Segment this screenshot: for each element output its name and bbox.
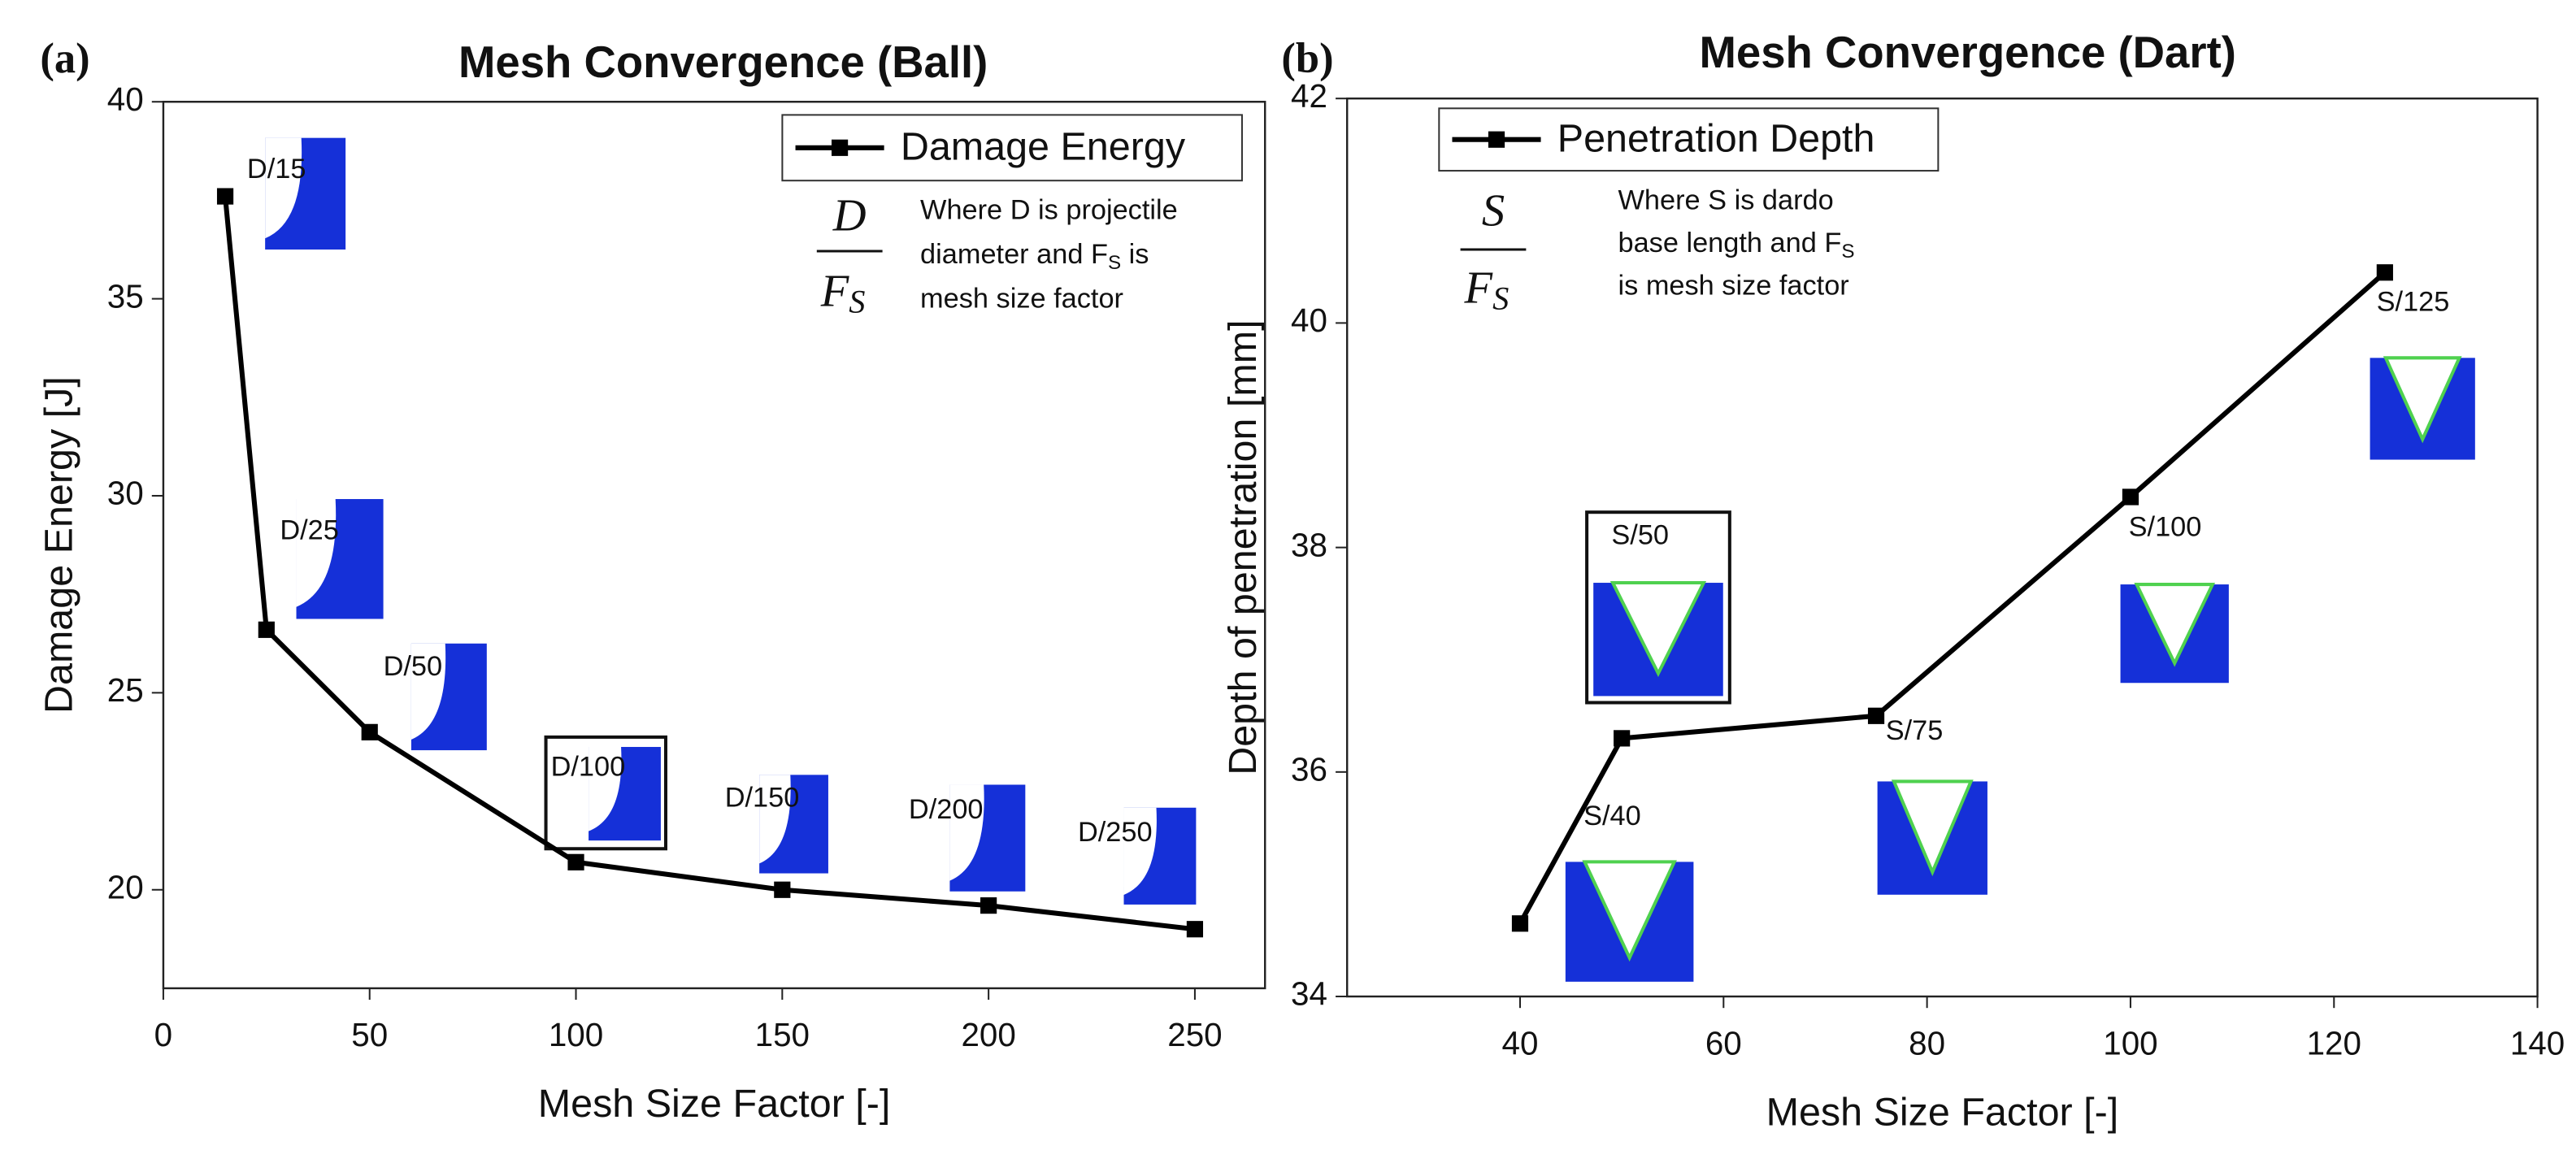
note-line: Where D is projectile bbox=[920, 195, 1178, 226]
legend-marker bbox=[831, 139, 849, 156]
y-tick-label: 40 bbox=[1291, 302, 1327, 339]
mesh-notch bbox=[2383, 356, 2462, 444]
point-annotation: D/50 bbox=[384, 651, 443, 682]
chart-title: Mesh Convergence (Ball) bbox=[458, 37, 988, 87]
legend-marker bbox=[1488, 131, 1505, 148]
y-tick-label: 42 bbox=[1291, 77, 1327, 115]
y-tick-label: 38 bbox=[1291, 526, 1327, 563]
mesh-notch bbox=[296, 499, 337, 607]
data-point bbox=[216, 188, 234, 205]
y-tick-label: 40 bbox=[107, 80, 144, 118]
x-tick-label: 100 bbox=[549, 1016, 603, 1053]
note-text: is mesh size factor bbox=[1618, 271, 1848, 302]
note-text: diameter and F bbox=[920, 239, 1108, 270]
point-annotation: S/40 bbox=[1583, 801, 1641, 831]
x-tick-label: 200 bbox=[961, 1016, 1015, 1053]
x-tick-label: 80 bbox=[1909, 1024, 1945, 1061]
x-tick-label: 150 bbox=[755, 1016, 810, 1053]
x-tick-label: 120 bbox=[2307, 1024, 2361, 1061]
y-tick-label: 35 bbox=[107, 277, 144, 315]
point-annotation: S/50 bbox=[1611, 520, 1669, 551]
x-tick-label: 0 bbox=[154, 1016, 172, 1053]
y-axis-label: Depth of penetration [mm] bbox=[1221, 319, 1265, 775]
note-text: is bbox=[1121, 239, 1149, 270]
data-point bbox=[980, 897, 997, 914]
mesh-notch bbox=[1609, 581, 1707, 678]
note-line: mesh size factor bbox=[920, 284, 1123, 315]
mesh-notch bbox=[2134, 583, 2216, 667]
point-annotation: S/75 bbox=[1886, 715, 1944, 746]
y-axis-label: Damage Energy [J] bbox=[37, 376, 80, 714]
formula-denominator: FS bbox=[820, 267, 866, 320]
panel-label: (a) bbox=[40, 35, 89, 82]
formula-subscript: S bbox=[849, 284, 865, 320]
data-point bbox=[774, 881, 791, 898]
point-annotation: D/200 bbox=[909, 794, 984, 825]
formula-subscript: S bbox=[1492, 280, 1509, 317]
data-point bbox=[1186, 921, 1204, 938]
note-text: Where D is projectile bbox=[920, 195, 1178, 226]
data-point bbox=[567, 853, 584, 870]
point-annotation: D/25 bbox=[280, 514, 339, 545]
mesh-notch bbox=[589, 747, 622, 831]
data-point bbox=[258, 621, 275, 638]
x-tick-label: 50 bbox=[351, 1016, 388, 1053]
x-tick-label: 60 bbox=[1705, 1024, 1742, 1061]
mesh-notch bbox=[411, 643, 446, 740]
formula-numerator: D bbox=[832, 191, 867, 241]
data-point bbox=[2122, 488, 2139, 506]
plot-frame bbox=[162, 101, 1266, 990]
chart-title: Mesh Convergence (Dart) bbox=[1700, 28, 2236, 77]
x-tick-label: 40 bbox=[1502, 1024, 1539, 1061]
point-annotation: D/15 bbox=[247, 154, 306, 184]
y-tick-label: 20 bbox=[107, 868, 144, 905]
y-tick-label: 25 bbox=[107, 671, 144, 709]
formula-letter: F bbox=[820, 267, 850, 317]
x-axis-label: Mesh Size Factor [-] bbox=[538, 1082, 891, 1126]
note-line: Where S is dardo bbox=[1618, 185, 1833, 216]
x-tick-label: 250 bbox=[1167, 1016, 1222, 1053]
mesh-notch bbox=[949, 784, 984, 881]
note-text: base length and F bbox=[1618, 228, 1841, 258]
note-line: diameter and FS is bbox=[920, 239, 1149, 274]
note-line: is mesh size factor bbox=[1618, 271, 1848, 302]
formula-numerator: S bbox=[1482, 186, 1505, 237]
legend-label: Damage Energy bbox=[901, 125, 1186, 169]
x-tick-label: 100 bbox=[2103, 1024, 2157, 1061]
note-text: mesh size factor bbox=[920, 284, 1123, 315]
x-axis-label: Mesh Size Factor [-] bbox=[1766, 1090, 2119, 1134]
x-tick-label: 140 bbox=[2510, 1024, 2565, 1061]
note-subscript: S bbox=[1841, 241, 1854, 263]
data-point bbox=[361, 723, 378, 740]
y-tick-label: 30 bbox=[107, 475, 144, 512]
mesh-notch bbox=[1582, 860, 1677, 962]
data-point bbox=[1511, 915, 1529, 932]
note-line: base length and FS bbox=[1618, 228, 1854, 263]
y-tick-label: 36 bbox=[1291, 750, 1327, 788]
mesh-notch bbox=[759, 775, 791, 864]
y-tick-label: 34 bbox=[1291, 975, 1327, 1013]
mesh-notch bbox=[265, 137, 302, 239]
data-point bbox=[1614, 730, 1631, 747]
note-text: Where S is dardo bbox=[1618, 185, 1833, 216]
point-annotation: S/125 bbox=[2377, 287, 2450, 318]
formula-letter: F bbox=[1464, 263, 1494, 314]
panel-label: (b) bbox=[1281, 35, 1333, 82]
point-annotation: D/250 bbox=[1078, 817, 1153, 848]
note-subscript: S bbox=[1108, 253, 1121, 275]
legend-label: Penetration Depth bbox=[1557, 117, 1875, 161]
formula-denominator: FS bbox=[1464, 263, 1510, 317]
point-annotation: S/100 bbox=[2129, 511, 2202, 542]
point-annotation: D/150 bbox=[725, 783, 800, 814]
data-point bbox=[1867, 707, 1885, 724]
data-point bbox=[2376, 264, 2393, 281]
point-annotation: D/100 bbox=[551, 751, 626, 782]
mesh-notch bbox=[1123, 807, 1157, 896]
mesh-notch bbox=[1891, 779, 1974, 877]
